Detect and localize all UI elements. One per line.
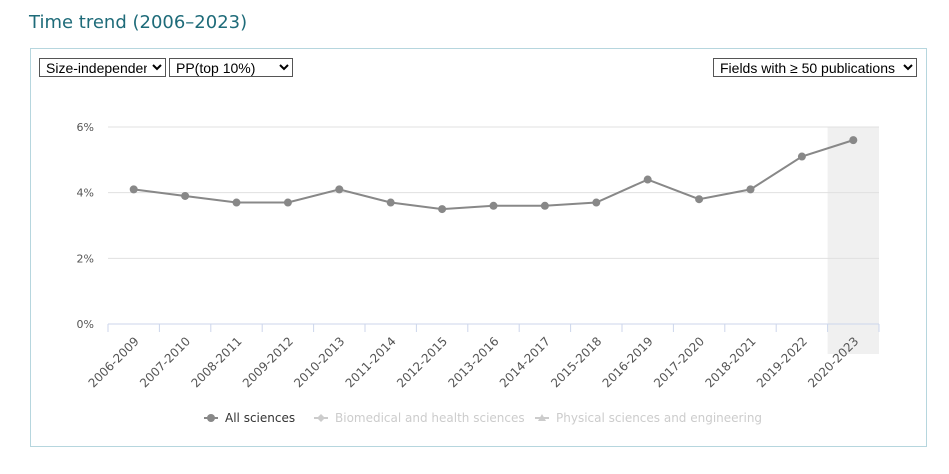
data-point — [181, 191, 190, 200]
legend-diamond-icon — [317, 414, 325, 422]
y-tick-label: 0% — [77, 318, 94, 331]
highlight-band — [827, 127, 879, 354]
x-tick-label: 2008-2011 — [188, 334, 244, 390]
data-point — [695, 195, 704, 204]
series-line-all-sciences — [133, 139, 854, 211]
x-tick-label: 2015-2018 — [548, 334, 604, 390]
legend-triangle-icon — [538, 414, 546, 421]
data-point — [592, 198, 601, 207]
data-point — [643, 175, 652, 184]
x-tick-label: 2014-2017 — [497, 334, 553, 390]
data-point — [797, 152, 806, 161]
x-tick-label: 2018-2021 — [702, 334, 758, 390]
legend-circle-icon — [207, 414, 215, 422]
data-point — [232, 198, 241, 207]
data-point — [129, 185, 138, 194]
x-tick-label: 2013-2016 — [445, 334, 501, 390]
y-tick-label: 6% — [77, 121, 94, 134]
x-tick-label: 2012-2015 — [394, 334, 450, 390]
legend-item[interactable]: Physical sciences and engineering — [556, 411, 762, 425]
data-point — [438, 205, 447, 214]
page-title: Time trend (2006–2023) — [29, 12, 248, 33]
fields-filter-select[interactable]: Fields with ≥ 50 publications — [713, 58, 917, 77]
data-point — [849, 136, 858, 145]
data-point — [746, 185, 755, 194]
x-tick-label: 2007-2010 — [137, 334, 193, 390]
chart-panel: Size-independent PP(top 10%) Fields with… — [30, 48, 927, 447]
x-tick-label: 2019-2022 — [754, 334, 810, 390]
x-tick-label: 2006-2009 — [86, 334, 142, 390]
data-point — [489, 201, 498, 210]
x-tick-label: 2011-2014 — [343, 334, 399, 390]
legend-item[interactable]: Biomedical and health sciences — [335, 411, 525, 425]
legend-item[interactable]: All sciences — [225, 411, 295, 425]
y-tick-label: 4% — [77, 187, 94, 200]
x-tick-label: 2010-2013 — [291, 334, 347, 390]
x-tick-label: 2016-2019 — [600, 334, 656, 390]
data-point — [283, 198, 292, 207]
x-tick-label: 2017-2020 — [651, 334, 707, 390]
y-tick-label: 2% — [77, 252, 94, 265]
indicator-type-select[interactable]: Size-independent — [39, 58, 166, 77]
data-point — [540, 201, 549, 210]
indicator-select[interactable]: PP(top 10%) — [169, 58, 293, 77]
data-point — [335, 185, 344, 194]
x-tick-label: 2009-2012 — [240, 334, 296, 390]
data-point — [386, 198, 395, 207]
